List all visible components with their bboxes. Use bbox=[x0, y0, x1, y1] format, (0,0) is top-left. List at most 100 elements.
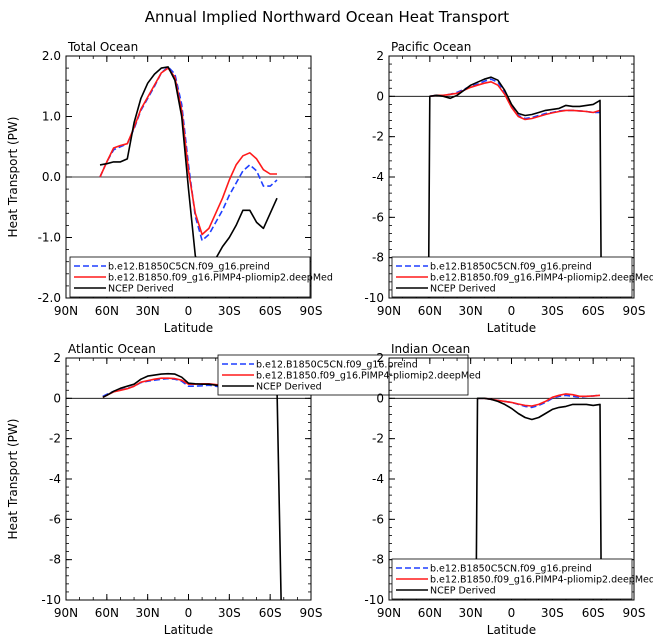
x-tick-label: 30N bbox=[136, 304, 160, 318]
y-tick-label: 2 bbox=[53, 351, 61, 365]
panel-2: 90N 60N 30N 0 30S 60S 90S 2 0 -2 -4 -6 -8 -10 Atlantic… bbox=[6, 342, 481, 637]
y-tick-label: 0 bbox=[376, 391, 384, 405]
panel-title: Pacific Ocean bbox=[391, 40, 471, 54]
x-tick-label: 30S bbox=[541, 606, 564, 620]
y-tick-label: -2 bbox=[372, 432, 384, 446]
x-tick-label: 30N bbox=[136, 606, 160, 620]
legend: b.e12.B1850C5CN.f09_g16.preindb.e12.B185… bbox=[391, 558, 653, 600]
series-line-1 bbox=[99, 67, 277, 236]
figure-title: Annual Implied Northward Ocean Heat Tran… bbox=[145, 8, 510, 26]
legend-label-0: b.e12.B1850C5CN.f09_g16.preind bbox=[108, 262, 270, 273]
x-tick-label: 90N bbox=[54, 304, 78, 318]
x-tick-label: 90S bbox=[300, 304, 323, 318]
x-tick-label: 30S bbox=[541, 304, 564, 318]
panel-0: 90N 60N 30N 0 30S 60S 90S 2.0 1.0 0.0 -1.0 -2.0 Tota… bbox=[6, 40, 333, 335]
y-tick-label: -2 bbox=[372, 130, 384, 144]
legend-label-2: NCEP Derived bbox=[430, 284, 496, 295]
legend-label-2: NCEP Derived bbox=[430, 586, 496, 597]
y-tick-label: 2 bbox=[376, 49, 384, 63]
y-tick-label: -10 bbox=[364, 291, 384, 305]
x-tick-label: 0 bbox=[185, 606, 193, 620]
x-tick-label: 30S bbox=[218, 606, 241, 620]
y-tick-label: -8 bbox=[49, 553, 61, 567]
y-axis-label: Heat Transport (PW) bbox=[6, 117, 20, 238]
legend-label-0: b.e12.B1850C5CN.f09_g16.preind bbox=[256, 360, 418, 371]
x-axis-label: Latitude bbox=[164, 321, 213, 335]
y-tick-label: -2 bbox=[49, 432, 61, 446]
y-tick-label: -4 bbox=[49, 472, 61, 486]
x-axis-label: Latitude bbox=[487, 623, 536, 637]
y-tick-label: 2 bbox=[376, 351, 384, 365]
y-tick-label: -6 bbox=[372, 210, 384, 224]
legend-label-1: b.e12.B1850.f09_g16.PIMP4-pliomip2.deepM… bbox=[108, 273, 333, 284]
x-tick-label: 0 bbox=[508, 606, 516, 620]
legend-box bbox=[391, 256, 633, 298]
legend-box bbox=[391, 558, 633, 600]
x-tick-label: 30N bbox=[459, 304, 483, 318]
legend-label-0: b.e12.B1850C5CN.f09_g16.preind bbox=[430, 564, 592, 575]
x-tick-label: 60N bbox=[95, 304, 119, 318]
y-tick-label: 2.0 bbox=[42, 49, 61, 63]
panel-1: 90N 60N 30N 0 30S 60S 90S 2 0 -2 -4 -6 -8 -10 Pacific … bbox=[364, 40, 653, 335]
legend-label-1: b.e12.B1850.f09_g16.PIMP4-pliomip2.deepM… bbox=[430, 575, 653, 586]
x-tick-label: 90N bbox=[54, 606, 78, 620]
series-group bbox=[427, 76, 603, 298]
x-tick-label: 60S bbox=[259, 606, 282, 620]
y-tick-label: 0.0 bbox=[42, 170, 61, 184]
panels: 90N 60N 30N 0 30S 60S 90S 2.0 1.0 0.0 -1.0 -2.0 Tota… bbox=[6, 40, 653, 637]
legend-label-2: NCEP Derived bbox=[108, 284, 174, 295]
y-tick-label: -1.0 bbox=[38, 231, 61, 245]
legend: b.e12.B1850C5CN.f09_g16.preindb.e12.B185… bbox=[391, 256, 653, 298]
series-line-2 bbox=[475, 397, 603, 600]
x-tick-label: 60S bbox=[582, 606, 605, 620]
x-tick-label: 90S bbox=[623, 304, 646, 318]
y-tick-label: 0 bbox=[53, 391, 61, 405]
x-tick-label: 90N bbox=[377, 304, 401, 318]
legend: b.e12.B1850C5CN.f09_g16.preindb.e12.B185… bbox=[69, 256, 333, 298]
legend-label-0: b.e12.B1850C5CN.f09_g16.preind bbox=[430, 262, 592, 273]
series-group bbox=[99, 66, 278, 278]
x-tick-label: 60S bbox=[582, 304, 605, 318]
x-tick-label: 30N bbox=[459, 606, 483, 620]
x-tick-label: 90S bbox=[300, 606, 323, 620]
x-axis-label: Latitude bbox=[164, 623, 213, 637]
legend-label-2: NCEP Derived bbox=[256, 382, 322, 393]
y-tick-label: -6 bbox=[372, 512, 384, 526]
x-tick-label: 90N bbox=[377, 606, 401, 620]
legend: b.e12.B1850C5CN.f09_g16.preindb.e12.B185… bbox=[217, 354, 481, 396]
series-line-2 bbox=[427, 76, 603, 298]
x-tick-label: 90S bbox=[623, 606, 646, 620]
x-tick-label: 0 bbox=[185, 304, 193, 318]
x-axis-label: Latitude bbox=[487, 321, 536, 335]
series-group bbox=[475, 393, 603, 600]
series-line-1 bbox=[477, 393, 601, 407]
series-group bbox=[102, 372, 282, 600]
panel-3: 90N 60N 30N 0 30S 60S 90S 2 0 -2 -4 -6 -8 -10 Indian O… bbox=[364, 342, 653, 637]
y-tick-label: -10 bbox=[364, 593, 384, 607]
y-tick-label: -8 bbox=[372, 251, 384, 265]
series-line-2 bbox=[99, 66, 278, 278]
y-tick-label: -4 bbox=[372, 170, 384, 184]
legend-label-1: b.e12.B1850.f09_g16.PIMP4-pliomip2.deepM… bbox=[256, 371, 481, 382]
panel-title: Total Ocean bbox=[67, 40, 138, 54]
x-tick-label: 60N bbox=[418, 606, 442, 620]
x-tick-label: 30S bbox=[218, 304, 241, 318]
y-tick-label: -8 bbox=[372, 553, 384, 567]
y-tick-label: -4 bbox=[372, 472, 384, 486]
y-tick-label: -10 bbox=[41, 593, 61, 607]
y-tick-label: 1.0 bbox=[42, 110, 61, 124]
legend-box bbox=[217, 354, 469, 396]
legend-label-1: b.e12.B1850.f09_g16.PIMP4-pliomip2.deepM… bbox=[430, 273, 653, 284]
series-line-1 bbox=[429, 81, 601, 121]
y-axis-label: Heat Transport (PW) bbox=[6, 419, 20, 540]
y-tick-label: -6 bbox=[49, 512, 61, 526]
panel-title: Indian Ocean bbox=[391, 342, 470, 356]
series-line-2 bbox=[102, 372, 282, 600]
x-tick-label: 0 bbox=[508, 304, 516, 318]
y-tick-label: 0 bbox=[376, 89, 384, 103]
y-tick-label: -2.0 bbox=[38, 291, 61, 305]
x-tick-label: 60S bbox=[259, 304, 282, 318]
panel-title: Atlantic Ocean bbox=[68, 342, 156, 356]
x-tick-label: 60N bbox=[95, 606, 119, 620]
